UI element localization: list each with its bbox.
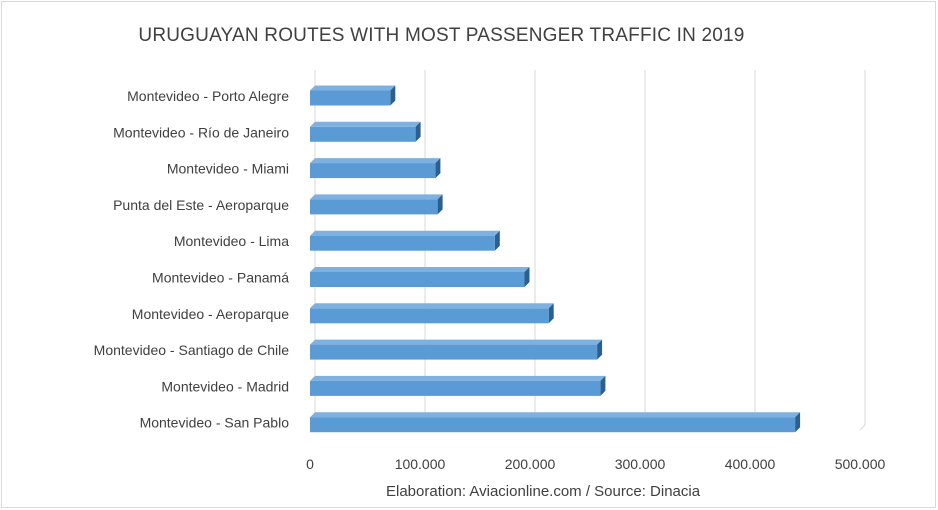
- bar-top: [310, 85, 396, 91]
- x-tick-label: 0: [306, 456, 314, 472]
- x-tick-label: 500.000: [835, 456, 886, 472]
- x-tick-label: 200.000: [505, 456, 556, 472]
- bar-side: [597, 339, 603, 360]
- category-label: Montevideo - Aeroparque: [132, 306, 289, 322]
- floor-gridline: [859, 424, 866, 431]
- bar-side: [600, 375, 606, 396]
- category-label: Montevideo - Madrid: [161, 378, 289, 394]
- bar-top: [310, 303, 554, 309]
- category-label: Montevideo - Lima: [174, 233, 289, 249]
- x-tick-label: 400.000: [725, 456, 776, 472]
- category-label: Montevideo - Río de Janeiro: [113, 124, 289, 140]
- category-label: Montevideo - San Pablo: [140, 415, 290, 431]
- bar-side: [415, 121, 421, 142]
- source-note: Elaboration: Aviacionline.com / Source: …: [386, 483, 701, 500]
- bar: [310, 163, 436, 179]
- bar: [310, 199, 438, 215]
- bar-top: [310, 339, 603, 345]
- bar-side: [437, 194, 443, 215]
- bar: [310, 417, 796, 433]
- bar: [310, 380, 601, 396]
- bar: [310, 308, 549, 324]
- bar: [310, 235, 495, 251]
- category-label: Montevideo - Panamá: [152, 270, 289, 286]
- x-tick-label: 300.000: [615, 456, 666, 472]
- bar-side: [795, 412, 801, 433]
- chart-title: URUGUAYAN ROUTES WITH MOST PASSENGER TRA…: [138, 25, 745, 46]
- bar-top: [310, 158, 441, 164]
- bar-side: [524, 267, 530, 287]
- bar-side: [494, 230, 500, 251]
- category-label: Punta del Este - Aeroparque: [113, 197, 289, 213]
- category-label: Montevideo - Miami: [167, 161, 289, 177]
- bar-top: [310, 375, 606, 381]
- bar: [310, 126, 416, 142]
- bar-side: [548, 303, 554, 324]
- category-label: Montevideo - Santiago de Chile: [94, 342, 290, 358]
- x-tick-label: 100.000: [395, 456, 446, 472]
- category-label: Montevideo - Porto Alegre: [127, 88, 289, 104]
- bar-top: [310, 230, 500, 236]
- bar-top: [310, 412, 801, 418]
- bar: [310, 272, 525, 287]
- bar-top: [310, 121, 421, 127]
- bar-side: [435, 158, 441, 179]
- bar: [310, 344, 598, 360]
- bar-top: [310, 194, 443, 200]
- bar-top: [310, 267, 530, 272]
- bar: [310, 90, 391, 106]
- bar-side: [390, 85, 396, 106]
